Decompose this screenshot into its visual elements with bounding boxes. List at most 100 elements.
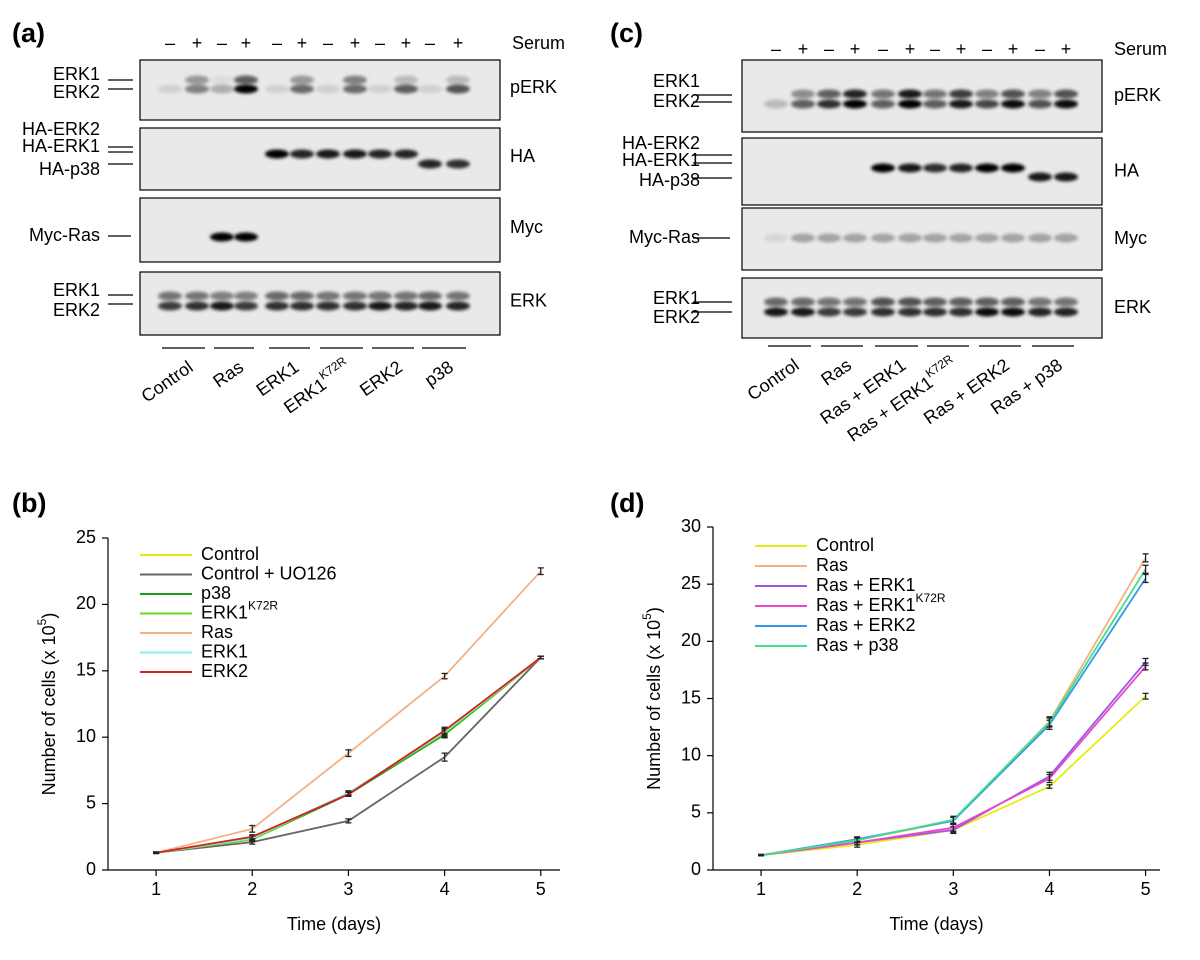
- panel-label: (d): [610, 488, 644, 518]
- blot-band: [791, 89, 815, 99]
- blot-band: [817, 297, 841, 307]
- blot-band: [1001, 297, 1025, 307]
- blot-marker-label: Myc-Ras: [629, 227, 700, 247]
- error-bar: [758, 853, 765, 857]
- blot-band: [975, 89, 999, 99]
- blot-band: [1001, 89, 1025, 99]
- blot-band: [949, 163, 973, 173]
- serum-sign: +: [241, 33, 252, 53]
- blot-band: [158, 301, 182, 311]
- error-bar: [1046, 717, 1053, 728]
- x-tick-label: 1: [151, 879, 161, 899]
- legend-label-part: Ras: [201, 622, 233, 642]
- serum-sign: –: [323, 33, 333, 53]
- error-bar: [249, 834, 256, 840]
- error-bar: [537, 567, 544, 576]
- blot-band: [1001, 233, 1025, 243]
- serum-label: Serum: [512, 33, 565, 53]
- serum-sign: +: [905, 39, 916, 59]
- error-bar: [1142, 573, 1149, 584]
- blot-marker-label: HA-p38: [39, 159, 100, 179]
- blot-band: [446, 84, 470, 94]
- x-axis-label: Time (days): [287, 914, 381, 934]
- blot-band: [923, 307, 947, 317]
- blot-marker-label: ERK1: [653, 288, 700, 308]
- blot-membrane: [741, 137, 1103, 206]
- x-tick-label: 5: [536, 879, 546, 899]
- blot-band: [898, 163, 922, 173]
- blot-band: [871, 163, 895, 173]
- blot-band: [343, 75, 367, 85]
- blot-membrane: [139, 127, 501, 191]
- legend-label: Ras + ERK2: [816, 615, 916, 635]
- blot-band: [1054, 233, 1078, 243]
- y-tick-label: 15: [681, 687, 701, 707]
- y-axis-label-part: ): [39, 613, 59, 619]
- blot-band: [343, 149, 367, 159]
- blot-band: [234, 84, 258, 94]
- serum-sign: –: [425, 33, 435, 53]
- panel-label: (c): [610, 18, 643, 48]
- legend-label-part: Control: [816, 535, 874, 555]
- blot-marker-label: ERK1: [53, 280, 100, 300]
- group-label: p38: [421, 357, 457, 391]
- legend-label: Ras: [816, 555, 848, 575]
- blot-row-label: pERK: [510, 77, 557, 97]
- blot-band: [843, 297, 867, 307]
- blot-band: [234, 301, 258, 311]
- blot-row-label: pERK: [1114, 85, 1161, 105]
- blot-band: [343, 84, 367, 94]
- legend-label: ERK1: [201, 641, 248, 661]
- blot-band: [234, 232, 258, 242]
- x-tick-label: 4: [440, 879, 450, 899]
- blot-marker-label: ERK2: [53, 82, 100, 102]
- error-bar: [345, 749, 352, 758]
- blot-band: [185, 84, 209, 94]
- blot-band: [1028, 99, 1052, 109]
- blot-band: [791, 297, 815, 307]
- group-label: Control: [138, 357, 197, 407]
- blot-band: [1054, 297, 1078, 307]
- legend-label-part: Ras + ERK1: [816, 595, 916, 615]
- blot-band: [316, 291, 340, 301]
- x-axis-label: Time (days): [889, 914, 983, 934]
- y-tick-label: 0: [691, 859, 701, 879]
- blot-band: [871, 297, 895, 307]
- blot-band: [446, 301, 470, 311]
- legend-label-part: Ras + ERK1: [816, 575, 916, 595]
- legend-label-part: ERK1: [201, 641, 248, 661]
- serum-sign: +: [297, 33, 308, 53]
- error-bar: [950, 815, 957, 824]
- blot-band: [923, 99, 947, 109]
- blot-band: [343, 301, 367, 311]
- blot-band: [1028, 297, 1052, 307]
- blot-membrane: [741, 277, 1103, 339]
- legend-label: ERK2: [201, 661, 248, 681]
- blot-band: [368, 291, 392, 301]
- blot-band: [265, 301, 289, 311]
- legend-label: Ras + p38: [816, 635, 899, 655]
- group-label: Ras: [817, 355, 855, 390]
- blot-band: [1028, 172, 1052, 182]
- blot-band: [898, 297, 922, 307]
- group-label: Ras: [209, 357, 247, 392]
- blot-band: [764, 307, 788, 317]
- legend-label-part: ERK2: [201, 661, 248, 681]
- blot-band: [949, 89, 973, 99]
- blot-band: [791, 307, 815, 317]
- blot-band: [817, 233, 841, 243]
- x-tick-label: 5: [1141, 879, 1151, 899]
- serum-sign: –: [217, 33, 227, 53]
- serum-sign: +: [1008, 39, 1019, 59]
- error-bar: [441, 752, 448, 762]
- blot-band: [290, 149, 314, 159]
- blot-band: [898, 307, 922, 317]
- blot-marker-label: Myc-Ras: [29, 225, 100, 245]
- error-bar: [1046, 784, 1053, 789]
- blot-band: [843, 99, 867, 109]
- blot-band: [265, 149, 289, 159]
- error-bar: [854, 837, 861, 844]
- blot-band: [185, 301, 209, 311]
- blot-band: [394, 149, 418, 159]
- y-tick-label: 10: [681, 744, 701, 764]
